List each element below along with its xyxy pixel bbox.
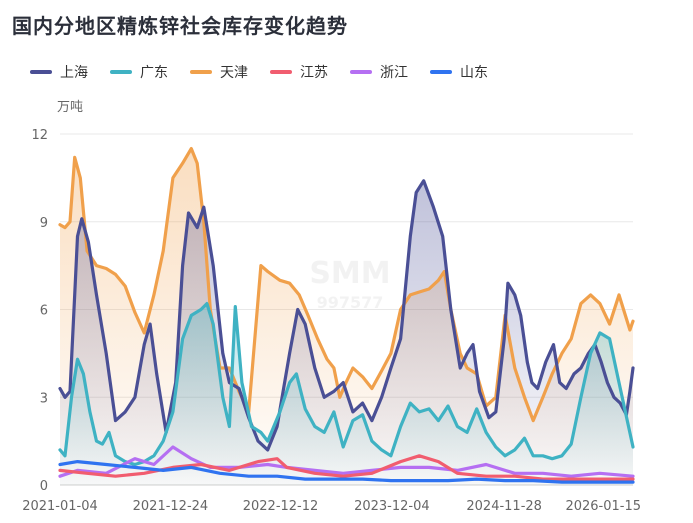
y-tick-labels: 0 3 6 9 12 [31, 128, 48, 494]
legend-swatch [350, 70, 372, 74]
y-tick-label: 12 [31, 128, 48, 143]
y-tick-label: 0 [40, 479, 48, 494]
x-tick-label: 2021-12-24 [133, 499, 209, 514]
x-tick-label: 2023-12-04 [354, 499, 430, 514]
legend-item[interactable]: 天津 [190, 62, 248, 82]
x-tick-label: 2021-01-04 [22, 499, 98, 514]
x-tick-label: 2024-11-28 [466, 499, 542, 514]
legend-label: 浙江 [380, 65, 408, 81]
watermark-brand: SMM [309, 256, 390, 291]
legend-swatch [190, 70, 212, 74]
x-tick-label: 2022-12-12 [243, 499, 319, 514]
chart-legend: 上海 广东 天津 江苏 浙江 山东 [30, 62, 488, 82]
legend-label: 上海 [60, 65, 88, 81]
legend-item[interactable]: 浙江 [350, 62, 408, 82]
watermark-phone: 997577 [317, 293, 384, 312]
y-tick-label: 6 [40, 304, 48, 319]
legend-swatch [30, 70, 52, 74]
legend-label: 天津 [220, 65, 248, 81]
watermark: SMM 997577 [309, 256, 390, 312]
series-lines [58, 147, 635, 484]
series-line[interactable] [58, 179, 635, 452]
legend-item[interactable]: 上海 [30, 62, 88, 82]
legend-item[interactable]: 广东 [110, 62, 168, 82]
legend-item[interactable]: 江苏 [270, 62, 328, 82]
series-line[interactable] [58, 460, 635, 484]
y-tick-label: 9 [40, 216, 48, 231]
legend-swatch [430, 70, 452, 74]
series-line[interactable] [58, 302, 635, 467]
legend-label: 广东 [140, 65, 168, 81]
legend-item[interactable]: 山东 [430, 62, 488, 82]
y-axis-unit: 万吨 [57, 100, 84, 115]
legend-swatch [110, 70, 132, 74]
chart-title: 国内分地区精炼锌社会库存变化趋势 [12, 14, 348, 38]
legend-label: 江苏 [300, 65, 328, 81]
legend-label: 山东 [460, 65, 488, 81]
series-line[interactable] [58, 445, 635, 478]
x-tick-label: 2026-01-15 [565, 499, 641, 514]
y-tick-label: 3 [40, 391, 48, 406]
legend-swatch [270, 70, 292, 74]
series-line[interactable] [58, 147, 635, 423]
x-tick-labels: 2021-01-04 2021-12-24 2022-12-12 2023-12-04… [22, 499, 641, 514]
